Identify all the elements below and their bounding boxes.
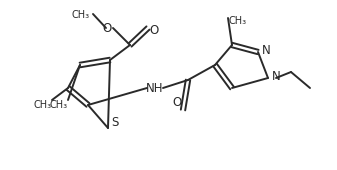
Text: O: O <box>149 23 159 37</box>
Text: N: N <box>272 70 280 82</box>
Text: N: N <box>262 44 270 56</box>
Text: CH₃: CH₃ <box>72 10 90 20</box>
Text: S: S <box>111 116 119 130</box>
Text: O: O <box>172 96 182 108</box>
Text: NH: NH <box>146 81 164 95</box>
Text: O: O <box>102 21 112 35</box>
Text: CH₃: CH₃ <box>50 100 68 110</box>
Text: CH₃: CH₃ <box>229 16 247 26</box>
Text: CH₃: CH₃ <box>34 100 52 110</box>
